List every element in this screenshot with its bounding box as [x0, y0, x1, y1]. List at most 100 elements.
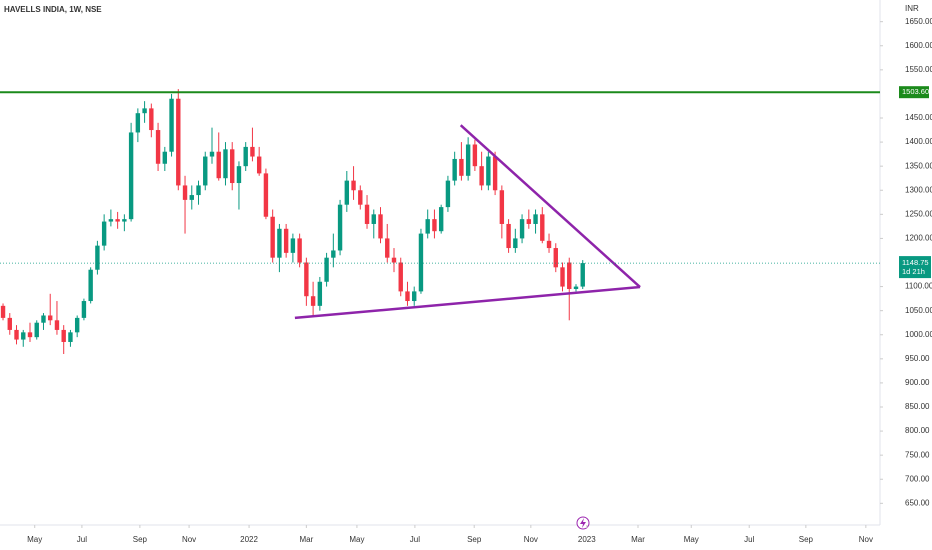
candle-body [122, 219, 127, 222]
x-tick-label: Mar [631, 535, 645, 544]
candle-body [378, 214, 383, 239]
candle-body [149, 108, 154, 131]
y-tick-label: 950.00 [905, 354, 930, 363]
y-tick-label: 1050.00 [905, 306, 932, 315]
candle-body [14, 329, 19, 340]
y-tick-label: 1300.00 [905, 185, 932, 194]
y-tick-label: 1550.00 [905, 65, 932, 74]
candle-body [236, 166, 242, 184]
x-tick-label: Mar [299, 535, 313, 544]
candle-body [263, 173, 269, 217]
candle-body [317, 281, 323, 306]
candle-body [88, 269, 93, 302]
candle-body [41, 315, 46, 323]
candle-body [61, 329, 66, 342]
last-price-bg [899, 256, 931, 279]
candle-body [573, 286, 579, 289]
y-tick-label: 1250.00 [905, 209, 932, 218]
candle-body [324, 257, 329, 282]
candle-body [162, 151, 168, 164]
y-tick-label: 1400.00 [905, 137, 932, 146]
candle-body [479, 166, 484, 186]
trendline [459, 124, 641, 288]
x-tick-label: 2022 [240, 535, 258, 544]
candle-body [418, 233, 424, 292]
y-tick-label: 1450.00 [905, 113, 932, 122]
x-tick-label: Nov [859, 535, 873, 544]
candle-body [297, 238, 302, 263]
candle-body [364, 204, 370, 224]
x-tick-label: Nov [182, 535, 196, 544]
candle-body [331, 250, 336, 258]
candle-body [432, 219, 437, 232]
candle-body [68, 332, 73, 342]
candle-body [290, 238, 296, 253]
candle-body [34, 322, 39, 338]
y-tick-label: 650.00 [905, 498, 930, 507]
x-tick-label: May [349, 535, 364, 544]
y-tick-label: 850.00 [905, 402, 930, 411]
candle-body [560, 267, 565, 287]
countdown-label: 1d 21h [902, 267, 925, 276]
candle-body [7, 317, 12, 330]
candle-body [567, 262, 572, 289]
candle-body [540, 214, 545, 241]
candle-body [283, 228, 289, 253]
candle-body [189, 195, 194, 200]
y-tick-label: 1650.00 [905, 17, 932, 26]
candle-body [351, 180, 356, 191]
candle-body [310, 296, 316, 306]
y-tick-label: 1100.00 [905, 282, 932, 291]
candle-body [553, 248, 558, 268]
x-tick-label: May [27, 535, 42, 544]
candle-body [533, 214, 538, 224]
candle-body [391, 257, 397, 263]
candle-body [74, 317, 80, 333]
y-tick-label: 800.00 [905, 426, 930, 435]
x-tick-label: Sep [799, 535, 814, 544]
y-tick-label: 900.00 [905, 378, 930, 387]
candle-body [182, 185, 188, 200]
candle-body [580, 263, 585, 287]
candle-body [506, 223, 511, 249]
candle-body [358, 190, 363, 205]
candle-body [277, 228, 282, 258]
candle-body [513, 238, 518, 249]
candle-body [304, 262, 309, 297]
candle-body [337, 204, 343, 251]
flash-icon [576, 516, 590, 530]
candle-body [135, 113, 141, 133]
candle-body [115, 219, 120, 222]
y-tick-label: 700.00 [905, 474, 930, 483]
candle-body [243, 146, 248, 167]
level-label: 1503.60 [902, 87, 929, 96]
candle-body [81, 301, 87, 318]
candle-body [486, 156, 491, 186]
y-tick-label: 1000.00 [905, 330, 932, 339]
candle-body [169, 98, 174, 152]
candle-body [499, 190, 505, 224]
candle-body [519, 219, 525, 239]
y-tick-label: 1600.00 [905, 41, 932, 50]
candle-body [155, 130, 161, 164]
candle-body [48, 315, 53, 321]
candle-body [54, 320, 60, 330]
last-price-label: 1148.75 [902, 258, 929, 267]
candle-body [438, 207, 444, 232]
candle-body [546, 240, 552, 249]
candle-body [526, 219, 532, 224]
chart-title: HAVELLS INDIA, 1W, NSE [4, 5, 102, 14]
candle-body [250, 146, 255, 157]
candle-body [344, 180, 350, 205]
candle-body [0, 305, 6, 318]
candle-body [216, 151, 221, 179]
y-tick-label: 1200.00 [905, 234, 932, 243]
candle-body [459, 158, 464, 176]
x-tick-label: May [684, 535, 699, 544]
candle-body [256, 156, 262, 174]
x-tick-label: Jul [744, 535, 754, 544]
candle-body [412, 291, 417, 302]
candle-body [452, 158, 457, 181]
candle-body [108, 219, 114, 222]
candle-body [398, 262, 403, 292]
